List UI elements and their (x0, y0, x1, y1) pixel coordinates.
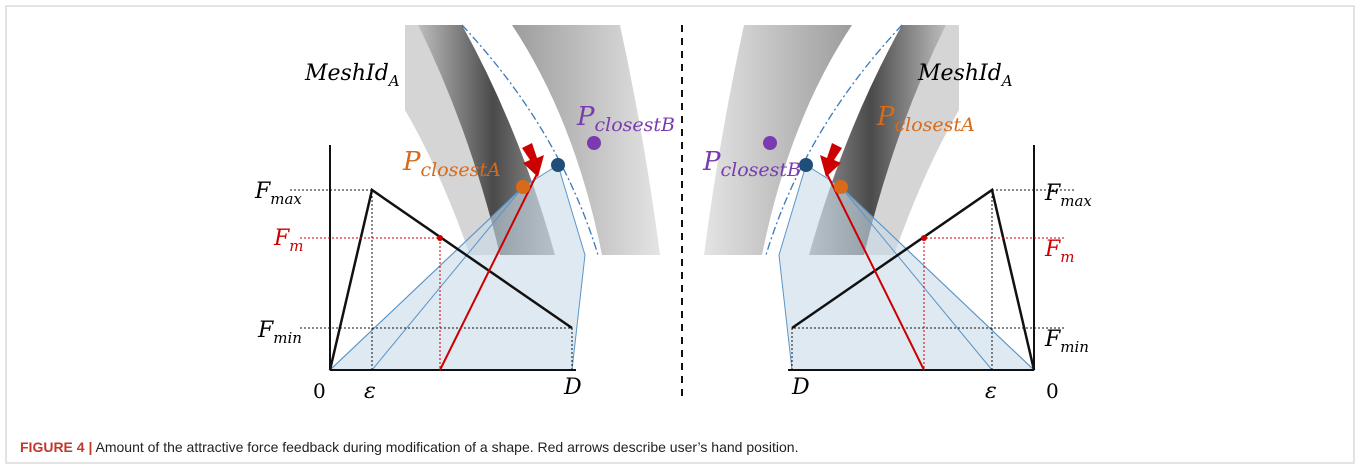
mesh-label: MeshIdA (304, 61, 400, 90)
distance-label: D (563, 375, 582, 400)
epsilon-label: ε (364, 379, 376, 404)
fmax-label: Fmax (254, 179, 302, 208)
fmax-label: Fmax (1044, 181, 1092, 210)
distance-label: D (791, 375, 810, 400)
origin-label: 0 (313, 379, 326, 403)
fm-point (921, 235, 927, 241)
point-b (763, 136, 777, 150)
point-center (799, 158, 813, 172)
fm-label: Fm (273, 226, 304, 255)
fm-label: Fm (1044, 237, 1075, 266)
fm-point (437, 235, 443, 241)
panel-drawing (704, 25, 1074, 370)
figure: MeshIdA PclosestB PclosestA Fmax Fm Fmin… (0, 0, 1360, 467)
mesh-label: MeshIdA (917, 61, 1013, 90)
origin-label: 0 (1046, 379, 1059, 403)
point-a (834, 180, 848, 194)
point-b (587, 136, 601, 150)
point-a (516, 180, 530, 194)
caption: FIGURE 4 | Amount of the attractive forc… (20, 439, 799, 455)
epsilon-label: ε (985, 379, 997, 404)
point-center (551, 158, 565, 172)
figure-frame (6, 6, 1354, 463)
fmin-label: Fmin (257, 318, 302, 347)
fmin-label: Fmin (1044, 327, 1089, 356)
